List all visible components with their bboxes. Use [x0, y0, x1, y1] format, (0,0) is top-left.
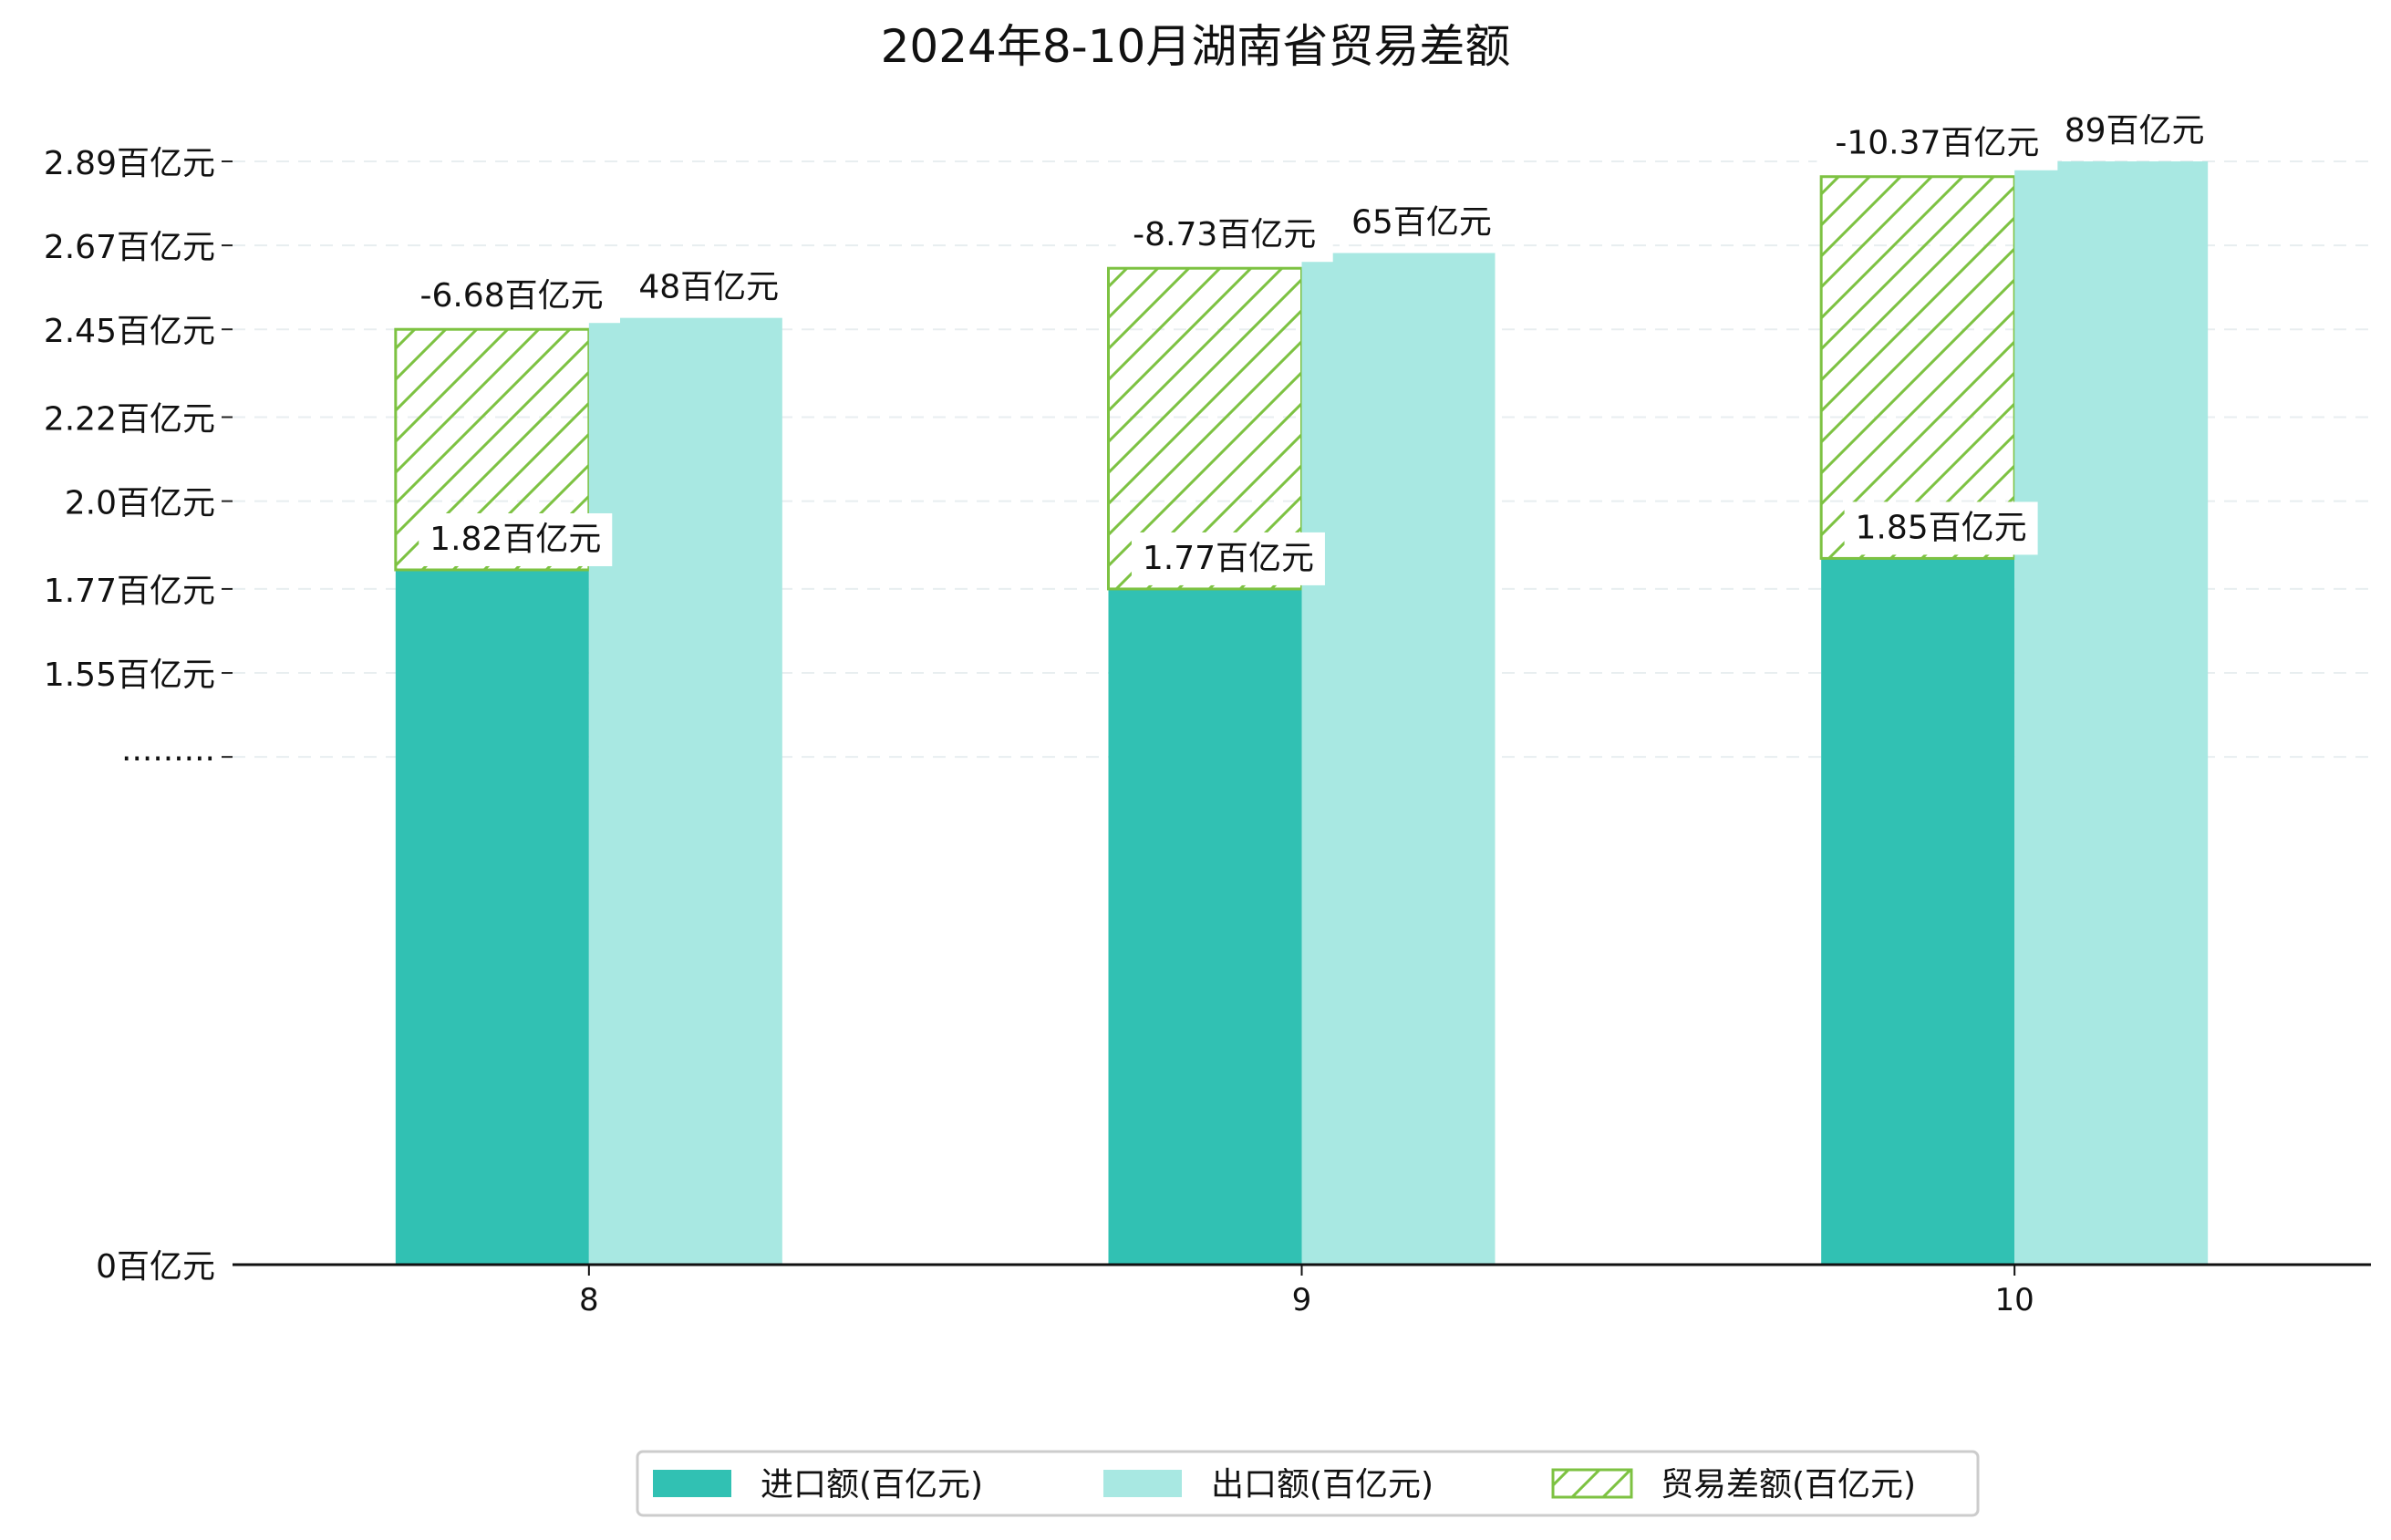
trade-balance-value-label-box: [403, 270, 621, 324]
import-bar: [1108, 588, 1302, 1265]
import-value-label: 1.77百亿元: [1143, 540, 1314, 577]
y-tick-label: 1.77百亿元: [44, 573, 215, 610]
import-value-label-box: [419, 512, 613, 566]
x-tick-label: 10: [1995, 1282, 2034, 1318]
export-value-label: 89百亿元: [2065, 112, 2205, 150]
trade-balance-value-label: -10.37百亿元: [1835, 125, 2039, 162]
y-tick-label: 2.67百亿元: [44, 229, 215, 266]
trade-balance-value-label: -6.68百亿元: [419, 277, 603, 315]
export-bar: [588, 317, 782, 1265]
import-value-label: 1.85百亿元: [1856, 509, 2027, 546]
y-tick-label: 2.0百亿元: [65, 485, 215, 522]
import-bar: [1821, 558, 2015, 1265]
import-value-label: 1.82百亿元: [430, 521, 601, 558]
legend-label: 贸易差额(百亿元): [1661, 1466, 1916, 1504]
legend-swatch: [1551, 1468, 1633, 1499]
chart-title: 2024年8-10月湖南省贸易差额: [881, 20, 1511, 73]
import-bar: [395, 569, 589, 1265]
y-tick-label: 2.45百亿元: [44, 313, 215, 350]
export-bar: [2014, 160, 2209, 1266]
y-tick-label: 0百亿元: [96, 1248, 215, 1286]
legend-label: 出口额(百亿元): [1211, 1466, 1434, 1504]
y-tick-label: 1.55百亿元: [44, 656, 215, 694]
export-value-label: 48百亿元: [638, 269, 779, 306]
trade-balance-value-label: -8.73百亿元: [1133, 216, 1316, 253]
x-tick-label: 8: [579, 1282, 599, 1318]
import-value-label-box: [1131, 532, 1325, 585]
y-tick-label: ·········: [121, 740, 215, 778]
export-bar: [1301, 253, 1496, 1266]
export-value-label: 65百亿元: [1351, 203, 1492, 241]
x-tick-label: 9: [1292, 1282, 1312, 1318]
legend-swatch: [1103, 1470, 1182, 1497]
trade-balance-value-label-box: [1115, 209, 1333, 263]
y-tick-label: 2.22百亿元: [44, 401, 215, 439]
trade-balance-bar: [1819, 175, 2016, 560]
legend-box: [636, 1450, 1980, 1517]
trade-balance-value-label-box: [1817, 117, 2058, 171]
y-tick-label: 2.89百亿元: [44, 145, 215, 182]
legend-swatch: [653, 1470, 731, 1497]
import-value-label-box: [1844, 501, 2038, 555]
legend-label: 进口额(百亿元): [761, 1466, 983, 1504]
